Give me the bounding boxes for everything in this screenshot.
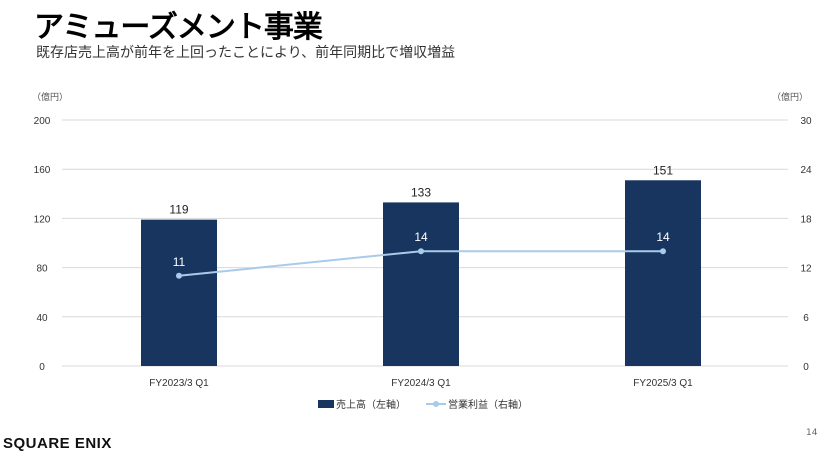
legend-label-revenue: 売上高（左軸） <box>336 398 406 411</box>
right-tick-label: 24 <box>800 165 812 176</box>
bar-revenue <box>625 180 701 366</box>
bar-data-label: 151 <box>653 163 673 177</box>
bar-data-label: 119 <box>169 203 188 217</box>
bar-revenue <box>141 219 217 366</box>
line-data-label: 14 <box>414 230 428 244</box>
line-data-label: 11 <box>173 255 186 269</box>
line-data-label: 14 <box>656 230 670 244</box>
right-tick-label: 18 <box>800 214 812 225</box>
left-tick-label: 200 <box>34 116 51 127</box>
line-point <box>418 248 424 255</box>
bar-data-label: 133 <box>411 185 431 199</box>
category-label: FY2023/3 Q1 <box>149 378 209 389</box>
right-tick-label: 30 <box>800 116 812 127</box>
line-point <box>660 248 666 255</box>
right-axis-unit: （億円） <box>772 91 808 102</box>
left-tick-label: 0 <box>39 362 45 373</box>
category-label: FY2024/3 Q1 <box>391 378 451 389</box>
legend-marker-profit <box>433 401 439 407</box>
bar-revenue <box>383 202 459 366</box>
line-point <box>176 272 182 279</box>
legend-swatch-revenue <box>318 400 334 408</box>
left-axis-unit: （億円） <box>32 91 68 102</box>
legend-label-profit: 営業利益（右軸） <box>448 398 528 411</box>
page-title: アミューズメント事業 <box>34 10 323 45</box>
left-tick-label: 40 <box>36 313 48 324</box>
left-tick-label: 160 <box>34 165 51 176</box>
category-label: FY2025/3 Q1 <box>633 378 693 389</box>
left-tick-label: 80 <box>36 264 48 275</box>
right-tick-label: 12 <box>800 264 812 275</box>
left-tick-label: 120 <box>34 214 51 225</box>
page-subtitle: 既存店売上高が前年を上回ったことにより、前年同期比で増収増益 <box>36 45 456 61</box>
right-tick-label: 0 <box>803 362 809 373</box>
page-number: 14 <box>806 428 818 438</box>
square-enix-logo: SQUARE ENIX <box>3 435 112 452</box>
right-tick-label: 6 <box>803 313 809 324</box>
